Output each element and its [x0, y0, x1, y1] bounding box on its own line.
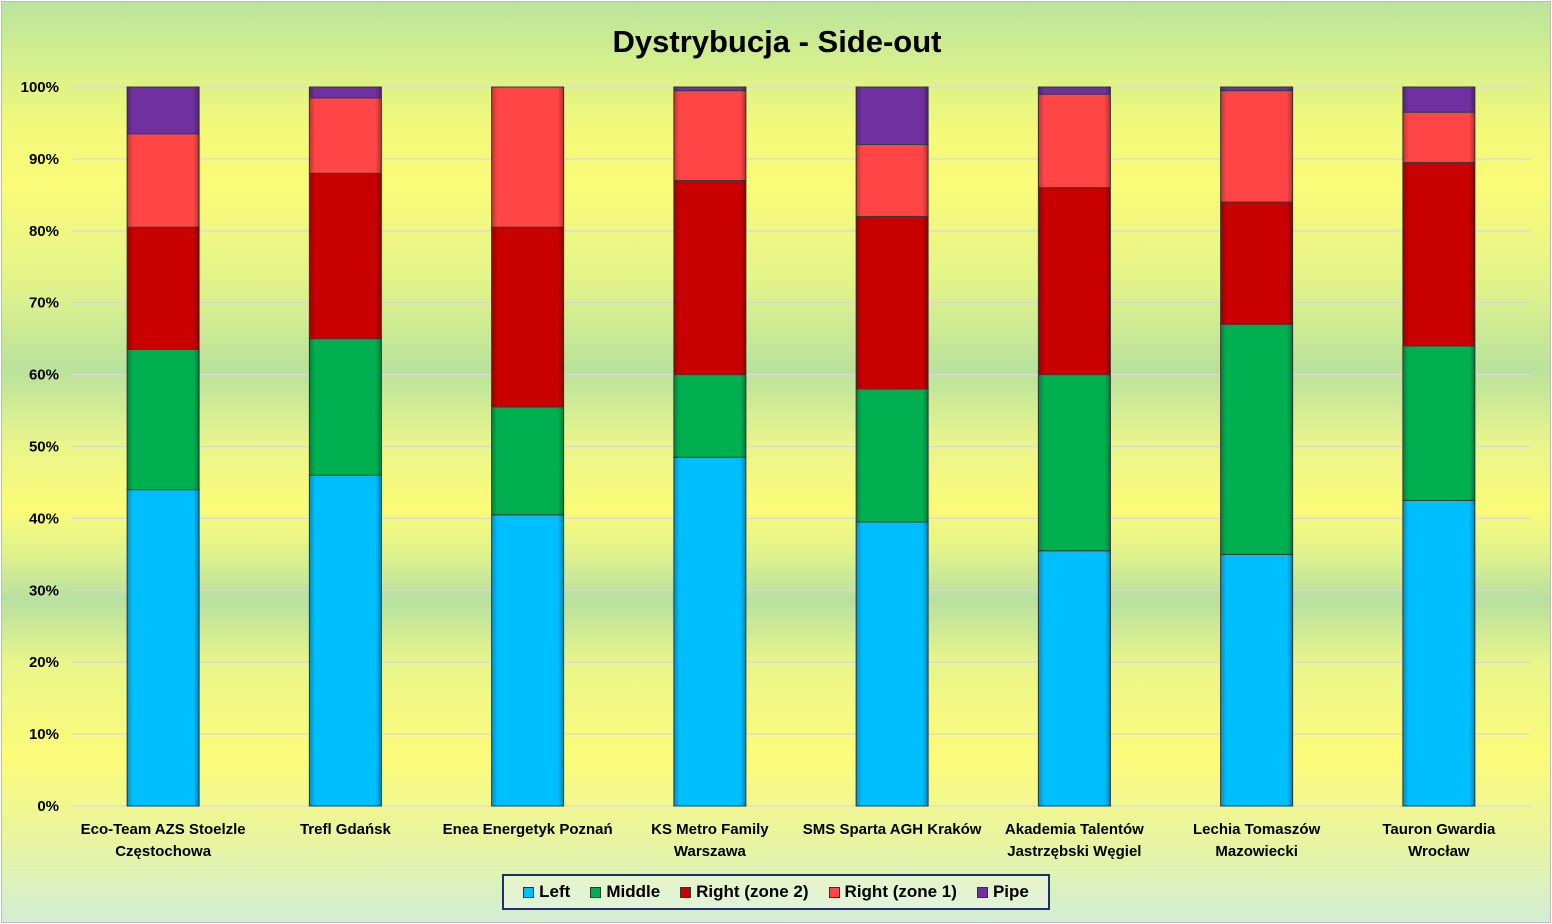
bar-shade [1220, 87, 1293, 91]
y-tick-label: 0% [37, 798, 59, 815]
bar-shade [309, 87, 382, 98]
bar-shade [673, 180, 746, 375]
y-tick-label: 10% [29, 726, 59, 743]
bar-shade [1038, 87, 1111, 95]
bar-shade [673, 457, 746, 806]
bar-shade [491, 87, 564, 228]
bar-shade [1038, 187, 1111, 375]
bar-shade [673, 90, 746, 181]
x-tick-label: KS Metro Family Warszawa [651, 821, 769, 860]
bar-shade [1220, 554, 1293, 806]
legend-swatch [828, 886, 840, 898]
bar-shade [491, 514, 564, 806]
bar-shade [856, 388, 929, 522]
legend-label: Pipe [992, 882, 1029, 901]
y-tick-label: 20% [29, 654, 59, 671]
y-tick-label: 60% [29, 367, 59, 384]
bar-shade [856, 144, 929, 217]
bar-shade [309, 475, 382, 806]
legend-swatch [680, 886, 692, 898]
bar-shade [1402, 112, 1475, 163]
y-tick-label: 70% [29, 295, 59, 312]
bar-shade [309, 97, 382, 174]
legend-item: Right (zone 2) [680, 882, 809, 902]
bar-shade [856, 521, 929, 806]
y-tick-label: 100% [21, 79, 59, 96]
bars [126, 86, 1476, 807]
legend-item: Middle [590, 882, 660, 902]
bar-shade [127, 349, 200, 490]
bar-shade [1402, 162, 1475, 346]
x-tick-label: Lechia Tomaszów Mazowiecki [1193, 821, 1321, 860]
y-tick-label: 80% [29, 223, 59, 240]
bar-shade [127, 227, 200, 350]
x-tick-label: Eco-Team AZS Stoelzle Częstochowa [81, 821, 246, 860]
bar-shade [856, 216, 929, 389]
bar-shade [1220, 324, 1293, 555]
bar-shade [1402, 500, 1475, 806]
gridlines [72, 86, 1530, 807]
legend-label: Middle [606, 882, 661, 901]
bar-shade [1220, 90, 1293, 203]
bar-shade [127, 133, 200, 228]
legend-item: Right (zone 1) [828, 882, 957, 902]
bar-shade [309, 173, 382, 339]
x-tick-label: Tauron Gwardia Wrocław [1382, 821, 1496, 860]
bar-shade [491, 406, 564, 515]
chart-title: Dystrybucja - Side-out [613, 24, 942, 59]
bar-shade [309, 338, 382, 476]
legend-swatch [523, 886, 535, 898]
x-tick-label: Enea Energetyk Poznań [443, 821, 613, 838]
y-tick-label: 90% [29, 151, 59, 168]
legend-item: Pipe [976, 882, 1029, 902]
y-tick-label: 50% [29, 439, 59, 456]
legend-label: Right (zone 1) [844, 882, 957, 901]
legend-label: Left [539, 882, 571, 901]
legend-swatch [976, 886, 988, 898]
legend-label: Right (zone 2) [696, 882, 809, 901]
x-tick-label: Trefl Gdańsk [300, 821, 392, 838]
bar-shade [1402, 345, 1475, 501]
bar-shade [127, 489, 200, 806]
bar-shade [1038, 374, 1111, 551]
y-tick-label: 40% [29, 510, 59, 527]
legend: Left Middle Right (zone 2) Right (zone 1) Pi… [502, 874, 1050, 910]
bar-shade [491, 227, 564, 407]
bar-shade [856, 87, 929, 145]
y-axis-ticks: 0% 10% 20% 30% 40% 50% 60% 70% 80% 90% 100% [21, 79, 59, 815]
bar-shade [1402, 87, 1475, 113]
bar-shade [1038, 94, 1111, 188]
bar-shade [1220, 202, 1293, 325]
bar-shade [1038, 550, 1111, 806]
x-tick-label: Akademia Talentów Jastrzębski Węgiel [1005, 821, 1144, 860]
bar-shade [127, 87, 200, 134]
legend-swatch [590, 886, 602, 898]
bar-shade [673, 87, 746, 91]
legend-item: Left [523, 882, 570, 902]
x-axis-labels: Eco-Team AZS Stoelzle Częstochowa Trefl Gd… [81, 821, 1496, 860]
x-tick-label: SMS Sparta AGH Kraków [803, 821, 982, 838]
bar-shade [673, 374, 746, 458]
y-tick-label: 30% [29, 582, 59, 599]
